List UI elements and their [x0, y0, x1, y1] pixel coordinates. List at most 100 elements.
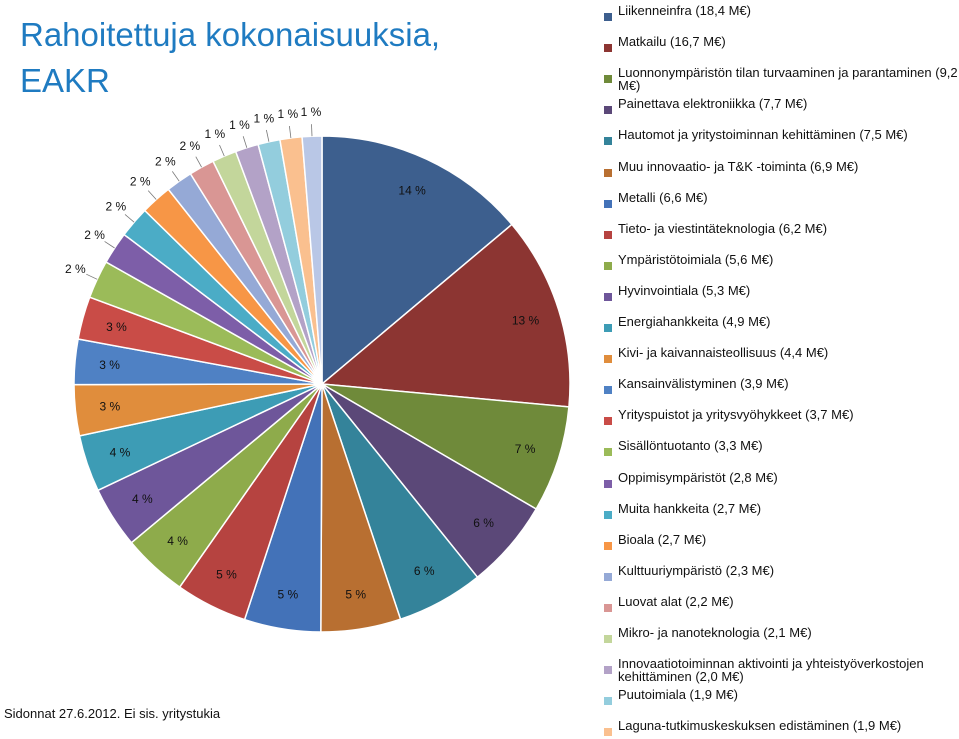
legend-item-11: Energiahankkeita (4,9 M€): [604, 311, 959, 342]
pie-pct-label-13: 3 %: [99, 358, 120, 372]
legend-label-13: Kansainvälistyminen (3,9 M€): [618, 376, 789, 392]
legend-label-5: Hautomot ja yritystoiminnan kehittäminen…: [618, 127, 908, 143]
pie-label-leader-23: [266, 129, 270, 142]
legend-item-23: Puutoimiala (1,9 M€): [604, 684, 959, 715]
footnote: Sidonnat 27.6.2012. Ei sis. yritystukia: [4, 706, 221, 721]
legend-swatch-15: [604, 448, 612, 457]
legend-swatch-13: [604, 386, 612, 395]
legend-item-2: Matkailu (16,7 M€): [604, 31, 959, 62]
legend-swatch-2: [604, 44, 612, 53]
legend-item-5: Hautomot ja yritystoiminnan kehittäminen…: [604, 124, 959, 155]
legend-swatch-18: [604, 541, 612, 550]
legend-item-14: Yrityspuistot ja yritysvyöhykkeet (3,7 M…: [604, 404, 959, 435]
pie-pct-label-1: 14 %: [398, 184, 426, 198]
legend-label-24: Laguna-tutkimuskeskuksen edistäminen (1,…: [618, 718, 902, 734]
legend-label-1: Liikenneinfra (18,4 M€): [618, 3, 751, 18]
pie-pct-label-10: 4 %: [132, 492, 153, 506]
legend-item-19: Kulttuuriympäristö (2,3 M€): [604, 560, 959, 591]
pie-pct-label-24: 1 %: [278, 107, 299, 121]
legend-label-21: Mikro- ja nanoteknologia (2,1 M€): [618, 625, 812, 640]
legend-item-20: Luovat alat (2,2 M€): [604, 591, 959, 622]
legend-item-13: Kansainvälistyminen (3,9 M€): [604, 373, 959, 404]
pie-pct-label-21: 1 %: [204, 127, 225, 141]
legend-swatch-20: [604, 603, 612, 612]
legend-swatch-8: [604, 230, 612, 239]
legend-item-21: Mikro- ja nanoteknologia (2,1 M€): [604, 622, 959, 653]
pie-slice-3: [321, 383, 570, 511]
legend-label-9: Ympäristötoimiala (5,6 M€): [618, 251, 774, 267]
pie-pct-label-15: 2 %: [65, 262, 86, 276]
pie-label-leader-24: [289, 125, 292, 139]
pie-pct-label-8: 5 %: [216, 568, 237, 582]
legend-item-24: Laguna-tutkimuskeskuksen edistäminen (1,…: [604, 715, 959, 739]
pie-pct-label-19: 2 %: [155, 155, 176, 169]
legend-swatch-14: [604, 417, 612, 426]
legend-label-22: Innovaatiotoiminnan aktivointi ja yhteis…: [618, 656, 924, 685]
legend-swatch-6: [604, 168, 612, 177]
legend-label-20: Luovat alat (2,2 M€): [618, 593, 734, 609]
pie-label-leader-15: [86, 273, 98, 280]
pie-chart: 14 % 13 % 7 % 6 % 6 % 5 % 5 % 5 % 4 % 4 % 4 % 3 % 3 …: [65, 105, 571, 633]
legend-label-23: Puutoimiala (1,9 M€): [618, 687, 738, 703]
legend-swatch-12: [604, 355, 612, 364]
legend-swatch-1: [604, 13, 612, 21]
pie-pct-label-16: 2 %: [84, 228, 105, 242]
legend-item-15: Sisällöntuotanto (3,3 M€): [604, 435, 959, 466]
pie-pct-label-2: 13 %: [512, 313, 540, 327]
legend-swatch-7: [604, 199, 612, 208]
legend-item-12: Kivi- ja kaivannaisteollisuus (4,4 M€): [604, 342, 959, 373]
legend-item-6: Muu innovaatio- ja T&K -toiminta (6,9 M€…: [604, 156, 959, 187]
legend-item-4: Painettava elektroniikka (7,7 M€): [604, 93, 959, 124]
legend-label-18: Bioala (2,7 M€): [618, 531, 707, 547]
legend-item-17: Muita hankkeita (2,7 M€): [604, 498, 959, 529]
pie-label-leader-22: [242, 136, 248, 148]
legend-label-11: Energiahankkeita (4,9 M€): [618, 314, 771, 329]
legend-item-16: Oppimisympäristöt (2,8 M€): [604, 467, 959, 498]
legend-swatch-9: [604, 261, 612, 270]
pie-label-leader-25: [311, 124, 313, 137]
chart-title: Rahoitettuja kokonaisuuksia, EAKR: [20, 12, 540, 104]
legend-label-2: Matkailu (16,7 M€): [618, 34, 726, 50]
pie-pct-label-4: 6 %: [473, 516, 494, 530]
pie-label-leader-19: [171, 171, 180, 182]
chart-title-line-1: Rahoitettuja kokonaisuuksia,: [20, 16, 441, 53]
legend-swatch-5: [604, 137, 612, 146]
legend-label-4: Painettava elektroniikka (7,7 M€): [618, 96, 808, 112]
pie-label-leader-20: [195, 156, 202, 168]
legend-swatch-16: [604, 479, 612, 488]
legend-label-7: Metalli (6,6 M€): [618, 189, 708, 205]
pie-slice-1: [321, 135, 513, 386]
pie-pct-label-23: 1 %: [253, 111, 274, 125]
pie-pct-label-17: 2 %: [106, 200, 127, 214]
legend-label-3: Luonnonympäristön tilan turvaaminen ja p…: [618, 65, 958, 94]
pie-label-leader-18: [147, 190, 157, 200]
legend-item-10: Hyvinvointiala (5,3 M€): [604, 280, 959, 311]
pie-pct-label-11: 4 %: [110, 446, 131, 460]
legend-swatch-21: [604, 635, 612, 643]
legend-item-1: Liikenneinfra (18,4 M€): [604, 0, 959, 31]
pie-pct-label-22: 1 %: [229, 118, 250, 132]
legend-swatch-22: [604, 666, 612, 675]
pie-pct-label-14: 3 %: [106, 320, 127, 334]
pie-pct-label-12: 3 %: [100, 400, 121, 414]
pie-pct-label-5: 6 %: [414, 564, 435, 578]
legend-swatch-17: [604, 510, 612, 519]
legend-swatch-24: [604, 728, 612, 737]
legend-item-18: Bioala (2,7 M€): [604, 529, 959, 560]
pie-pct-label-6: 5 %: [345, 588, 366, 602]
pie-pct-label-25: 1 %: [301, 105, 322, 119]
legend-label-6: Muu innovaatio- ja T&K -toiminta (6,9 M€…: [618, 158, 859, 174]
legend-label-10: Hyvinvointiala (5,3 M€): [618, 282, 751, 298]
chart-title-line-2: EAKR: [20, 62, 110, 99]
legend-label-15: Sisällöntuotanto (3,3 M€): [618, 438, 763, 454]
chart-legend: Liikenneinfra (18,4 M€) Matkailu (16,7 M€…: [604, 0, 959, 739]
legend-swatch-23: [604, 697, 612, 706]
pie-label-leader-21: [219, 144, 225, 157]
legend-item-8: Tieto- ja viestintäteknologia (6,2 M€): [604, 218, 959, 249]
legend-swatch-11: [604, 324, 612, 332]
legend-item-9: Ympäristötoimiala (5,6 M€): [604, 249, 959, 280]
legend-label-16: Oppimisympäristöt (2,8 M€): [618, 469, 778, 485]
legend-item-3: Luonnonympäristön tilan turvaaminen ja p…: [604, 62, 959, 93]
pie-pct-label-20: 2 %: [180, 139, 201, 153]
legend-label-17: Muita hankkeita (2,7 M€): [618, 500, 762, 516]
